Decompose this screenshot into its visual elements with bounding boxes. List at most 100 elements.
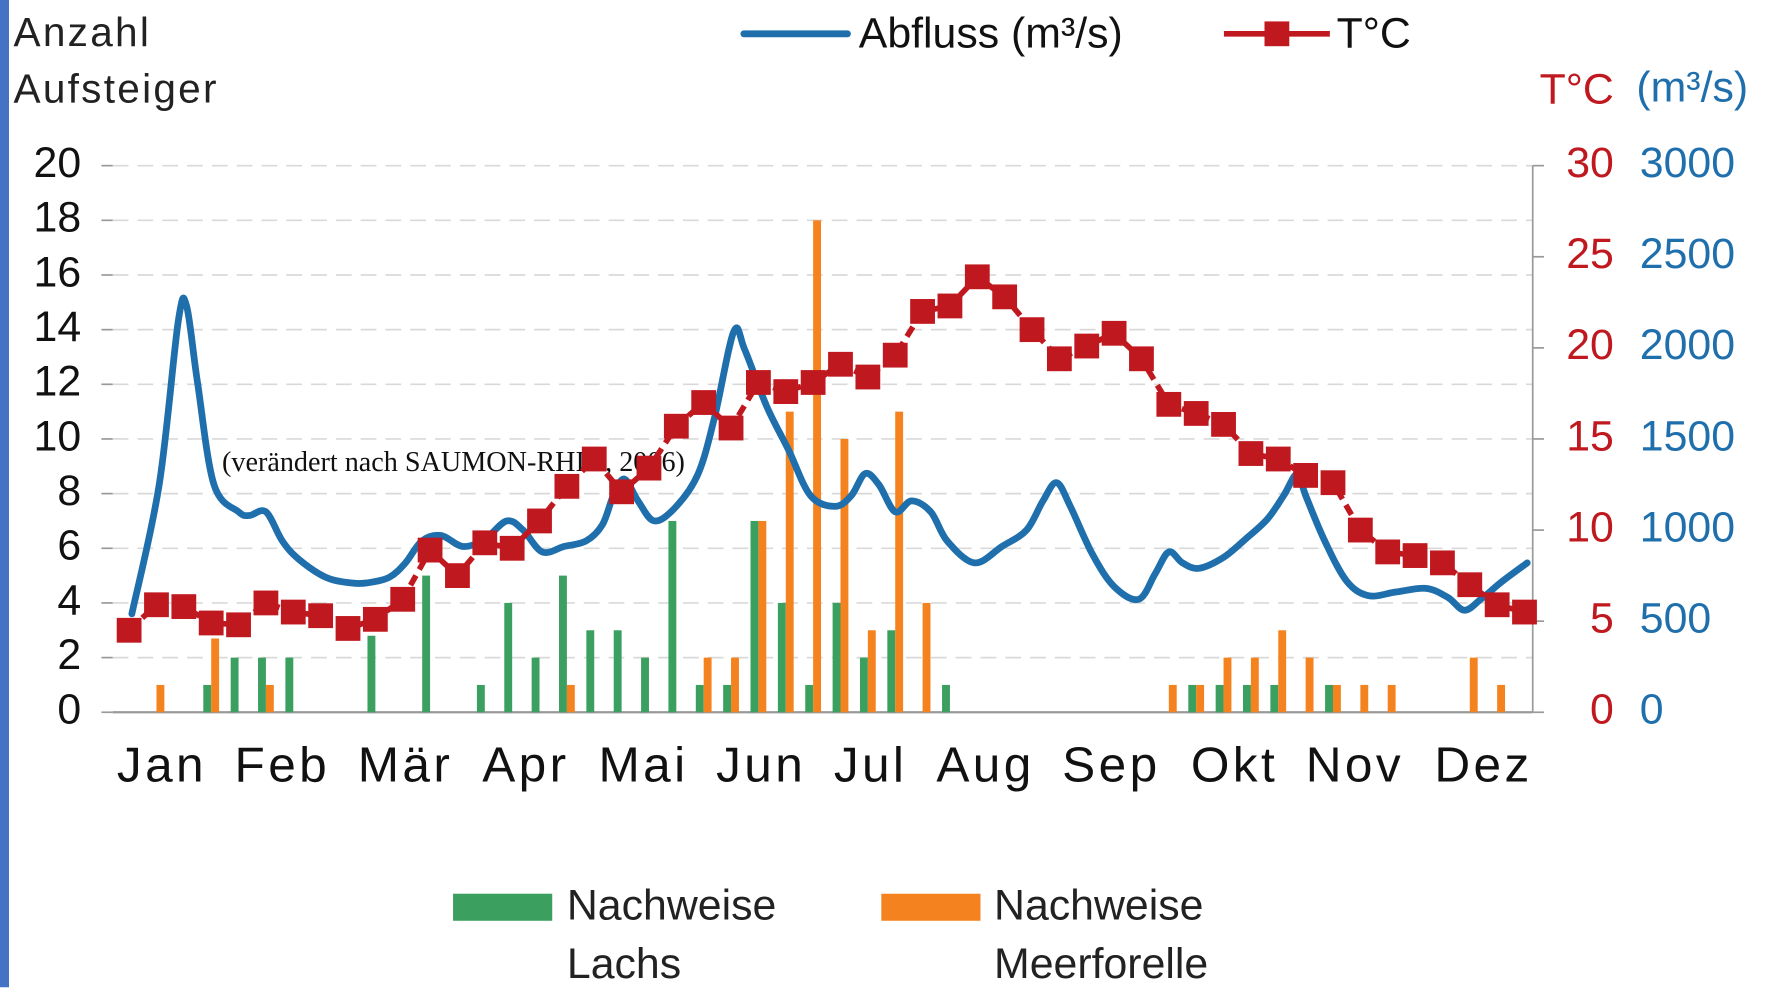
line <box>128 294 1531 618</box>
marker <box>499 535 525 561</box>
y3-label: (m³/s) <box>1636 63 1748 111</box>
marker <box>718 415 744 441</box>
marker <box>445 563 470 589</box>
marker <box>253 590 279 616</box>
bar <box>840 438 849 713</box>
bar <box>1387 684 1396 713</box>
marker <box>1375 539 1401 565</box>
x-tick-label: Aug <box>936 737 1034 793</box>
y-tick-label: 12 <box>34 358 82 406</box>
bar <box>367 635 376 713</box>
annotation: (verändert nach SAUMON-RHIN, 2006) <box>222 447 685 478</box>
bar <box>867 630 876 713</box>
bar <box>211 638 220 713</box>
marker <box>116 617 142 643</box>
bar <box>285 657 294 713</box>
marker <box>1211 411 1236 437</box>
marker <box>937 293 963 319</box>
x-tick-label: Okt <box>1191 737 1278 793</box>
marker <box>1484 592 1510 618</box>
y2-tick-label: 15 <box>1566 412 1614 460</box>
marker <box>144 592 169 618</box>
marker <box>1293 463 1319 488</box>
marker <box>1347 517 1373 543</box>
legend-label: T°C <box>1337 9 1411 57</box>
marker <box>581 446 607 472</box>
y3-tick-label: 2000 <box>1640 321 1735 369</box>
bar <box>1243 684 1251 713</box>
bar <box>1332 684 1341 713</box>
bar <box>922 602 931 713</box>
marker <box>280 599 306 625</box>
bar <box>1305 657 1314 713</box>
bar <box>1223 657 1232 713</box>
x-tick-label: Apr <box>482 737 569 793</box>
marker <box>691 390 717 415</box>
bar <box>785 411 794 713</box>
marker <box>554 473 580 499</box>
marker <box>746 370 771 395</box>
y2-tick-label: 0 <box>1590 686 1614 734</box>
bar <box>750 520 759 713</box>
bar <box>1250 657 1259 713</box>
bar <box>230 657 239 713</box>
x-tick-label: Jul <box>834 737 908 793</box>
bar <box>859 657 868 713</box>
bar <box>805 684 814 713</box>
y3-tick-label: 2500 <box>1640 230 1735 278</box>
bar <box>476 684 485 713</box>
marker <box>335 616 361 641</box>
bar <box>942 684 950 713</box>
legend-marker <box>1264 21 1290 47</box>
y-tick-label: 14 <box>34 303 82 351</box>
marker <box>1019 317 1045 343</box>
x-tick-label: Jan <box>117 737 207 793</box>
bar <box>1215 684 1224 713</box>
marker <box>1101 320 1127 346</box>
marker <box>362 606 388 632</box>
y-tick-label: 8 <box>57 467 81 515</box>
y3-tick-label: 3000 <box>1640 139 1735 187</box>
bar <box>668 520 677 713</box>
marker <box>1238 441 1264 466</box>
y-tick-label: 20 <box>34 139 82 187</box>
marker <box>417 537 443 563</box>
legend-swatch <box>453 893 553 921</box>
bar <box>695 684 704 713</box>
y-tick-label: 18 <box>34 194 82 242</box>
marker <box>1265 446 1291 472</box>
bar <box>1196 684 1205 713</box>
line <box>127 273 1526 633</box>
bar <box>265 684 274 713</box>
bar <box>813 220 822 713</box>
bar <box>566 684 575 713</box>
marker <box>828 351 853 377</box>
marker <box>1512 599 1537 625</box>
marker <box>472 530 498 556</box>
marker <box>1183 401 1209 426</box>
bar <box>156 684 165 713</box>
y-tick-label: 4 <box>57 576 81 624</box>
x-tick-label: Mai <box>598 737 688 793</box>
bar <box>1188 684 1197 713</box>
y-tick-label: 10 <box>34 412 82 460</box>
bar <box>723 684 732 713</box>
marker <box>308 603 334 629</box>
bar <box>703 657 712 713</box>
marker <box>964 264 990 290</box>
y2-tick-label: 5 <box>1590 594 1614 642</box>
marker <box>1156 391 1182 417</box>
marker <box>609 479 635 505</box>
x-tick-label: Mär <box>358 737 454 793</box>
x-tick-label: Nov <box>1306 737 1404 793</box>
marker <box>1457 572 1483 598</box>
bar <box>531 657 540 713</box>
marker <box>855 364 881 390</box>
x-tick-label: Dez <box>1434 737 1532 793</box>
x-tick-label: Jun <box>716 737 806 793</box>
legend-label: Nachweise Lachs <box>566 882 777 989</box>
bar <box>1360 684 1369 713</box>
marker <box>1046 346 1072 372</box>
